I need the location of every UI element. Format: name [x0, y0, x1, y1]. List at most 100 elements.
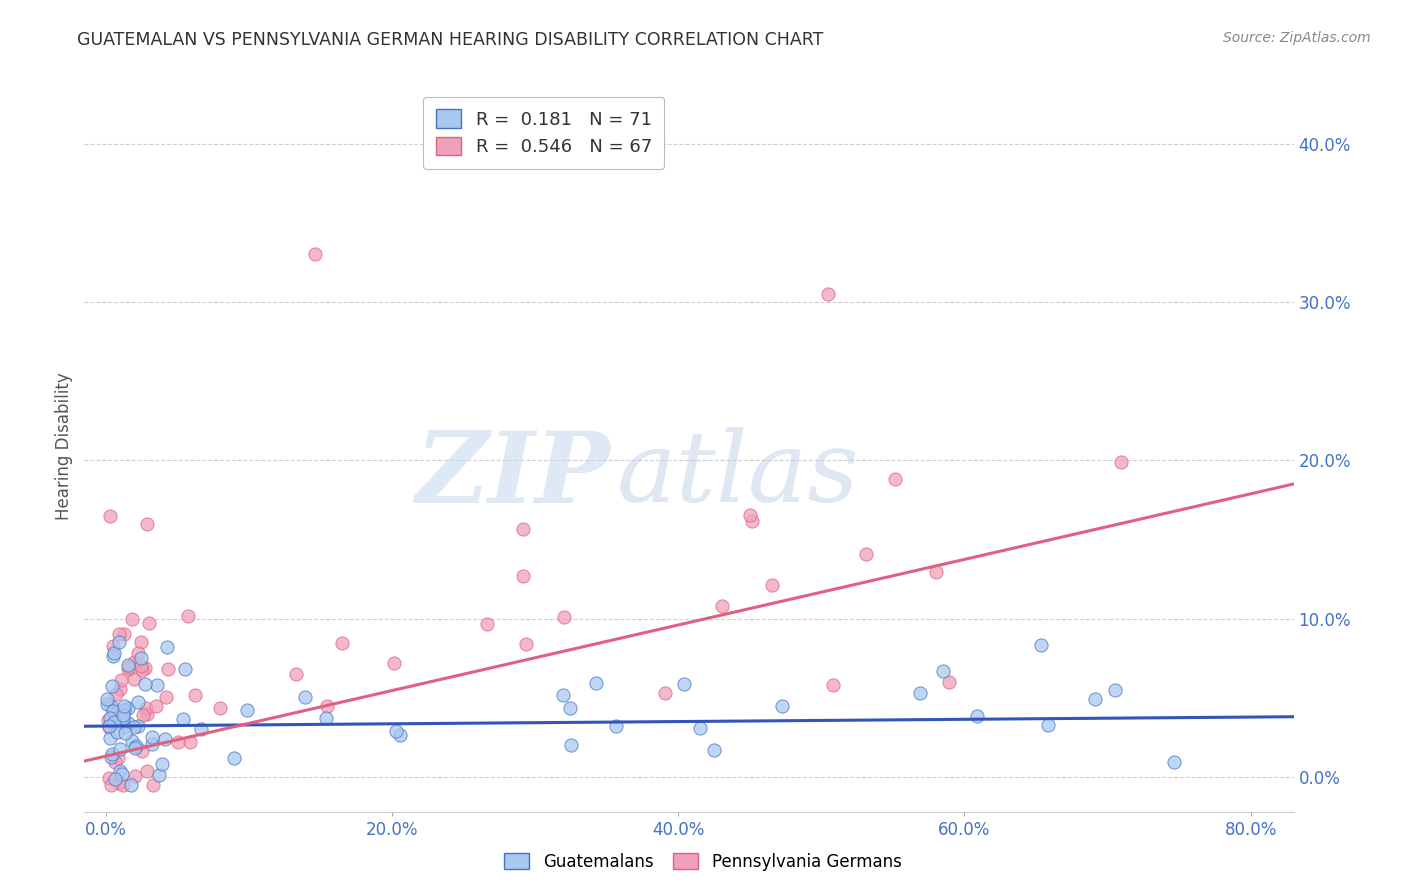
Point — [112, 714, 135, 729]
Point — [145, 698, 167, 713]
Point — [938, 674, 960, 689]
Point — [1104, 683, 1126, 698]
Point — [224, 751, 246, 765]
Point — [925, 565, 948, 579]
Point — [285, 667, 308, 681]
Point — [111, 708, 134, 723]
Text: ZIP: ZIP — [415, 427, 610, 524]
Y-axis label: Hearing Disability: Hearing Disability — [55, 372, 73, 520]
Point — [111, 778, 134, 792]
Point — [908, 686, 931, 700]
Point — [382, 657, 405, 671]
Point — [184, 688, 207, 702]
Point — [108, 681, 131, 696]
Legend: R =  0.181   N = 71, R =  0.546   N = 67: R = 0.181 N = 71, R = 0.546 N = 67 — [423, 96, 665, 169]
Point — [98, 720, 121, 734]
Point — [1084, 691, 1107, 706]
Point — [100, 778, 122, 792]
Point — [654, 686, 676, 700]
Point — [155, 731, 177, 746]
Point — [141, 730, 163, 744]
Point — [103, 715, 125, 730]
Point — [132, 707, 155, 722]
Point — [117, 662, 139, 676]
Point — [101, 680, 124, 694]
Legend: Guatemalans, Pennsylvania Germans: Guatemalans, Pennsylvania Germans — [496, 845, 910, 880]
Point — [689, 721, 711, 735]
Point — [208, 701, 231, 715]
Point — [108, 776, 131, 790]
Point — [97, 714, 120, 728]
Point — [114, 698, 136, 713]
Point — [114, 726, 136, 740]
Point — [127, 719, 149, 733]
Point — [131, 744, 153, 758]
Point — [108, 742, 131, 756]
Point — [120, 778, 142, 792]
Point — [553, 610, 575, 624]
Text: GUATEMALAN VS PENNSYLVANIA GERMAN HEARING DISABILITY CORRELATION CHART: GUATEMALAN VS PENNSYLVANIA GERMAN HEARIN… — [77, 31, 824, 49]
Point — [770, 699, 793, 714]
Point — [703, 743, 725, 757]
Point — [884, 472, 907, 486]
Point — [108, 764, 131, 779]
Point — [129, 659, 152, 673]
Point — [741, 514, 763, 528]
Point — [558, 701, 581, 715]
Point — [135, 700, 157, 714]
Text: Source: ZipAtlas.com: Source: ZipAtlas.com — [1223, 31, 1371, 45]
Point — [108, 627, 131, 641]
Point — [138, 615, 160, 630]
Point — [127, 694, 149, 708]
Point — [146, 678, 169, 692]
Point — [108, 635, 131, 649]
Point — [97, 719, 120, 733]
Point — [1163, 755, 1185, 769]
Point — [172, 713, 194, 727]
Point — [98, 731, 121, 745]
Point — [821, 678, 844, 692]
Point — [96, 698, 118, 712]
Point — [124, 741, 146, 756]
Point — [315, 711, 337, 725]
Point — [105, 708, 128, 723]
Point — [101, 704, 124, 718]
Point — [477, 617, 499, 632]
Point — [100, 747, 122, 761]
Point — [110, 714, 132, 728]
Point — [117, 658, 139, 673]
Point — [1036, 717, 1059, 731]
Point — [176, 608, 198, 623]
Point — [167, 735, 190, 749]
Point — [100, 699, 122, 714]
Point — [122, 720, 145, 734]
Point — [148, 768, 170, 782]
Point — [388, 728, 411, 742]
Point — [966, 709, 988, 723]
Point — [136, 764, 159, 778]
Point — [515, 637, 537, 651]
Point — [98, 772, 121, 786]
Point — [817, 287, 839, 301]
Point — [110, 673, 132, 687]
Point — [112, 627, 135, 641]
Point — [112, 703, 135, 717]
Point — [100, 750, 122, 764]
Point — [156, 640, 179, 654]
Point — [236, 703, 259, 717]
Point — [385, 724, 408, 739]
Point — [512, 522, 534, 536]
Point — [931, 664, 953, 678]
Point — [117, 716, 139, 731]
Point — [605, 719, 627, 733]
Point — [98, 508, 121, 523]
Point — [121, 611, 143, 625]
Point — [127, 646, 149, 660]
Point — [512, 569, 534, 583]
Point — [98, 711, 121, 725]
Point — [190, 722, 212, 736]
Point — [117, 659, 139, 673]
Text: atlas: atlas — [616, 427, 859, 523]
Point — [136, 707, 159, 722]
Point — [294, 690, 316, 705]
